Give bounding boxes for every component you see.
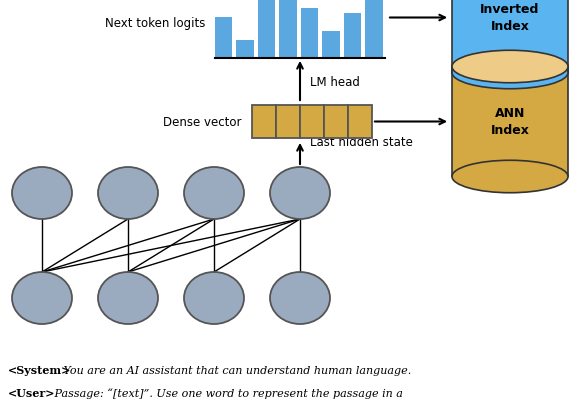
Ellipse shape — [98, 168, 158, 219]
Bar — [300, 106, 324, 139]
Ellipse shape — [98, 272, 158, 324]
Bar — [322, 32, 340, 59]
Ellipse shape — [184, 272, 244, 324]
Ellipse shape — [452, 51, 568, 83]
Bar — [280, 0, 297, 59]
Ellipse shape — [184, 168, 244, 219]
Text: Next token logits: Next token logits — [105, 17, 205, 31]
Bar — [366, 0, 383, 59]
Text: LM head: LM head — [310, 76, 360, 89]
Ellipse shape — [12, 272, 72, 324]
Polygon shape — [452, 0, 568, 74]
Text: Inverted
Index: Inverted Index — [481, 3, 540, 33]
Bar — [215, 19, 233, 59]
Bar — [301, 9, 319, 59]
Ellipse shape — [12, 168, 72, 219]
Bar — [348, 106, 372, 139]
Bar — [276, 106, 300, 139]
Text: Last hidden state: Last hidden state — [310, 136, 413, 149]
Ellipse shape — [270, 168, 330, 219]
Bar — [324, 106, 348, 139]
Ellipse shape — [452, 161, 568, 193]
Polygon shape — [452, 67, 568, 177]
Bar — [252, 106, 276, 139]
Text: You are an AI assistant that can understand human language.: You are an AI assistant that can underst… — [60, 365, 411, 375]
Text: Dense vector: Dense vector — [163, 116, 242, 129]
Bar — [237, 41, 254, 59]
Ellipse shape — [452, 57, 568, 90]
Text: <System>: <System> — [8, 364, 71, 375]
Text: ANN
Index: ANN Index — [490, 107, 529, 137]
Text: Passage: “[text]”. Use one word to represent the passage in a: Passage: “[text]”. Use one word to repre… — [51, 387, 403, 398]
Text: <User>: <User> — [8, 387, 56, 398]
Bar — [258, 0, 275, 59]
Bar — [344, 14, 362, 59]
Ellipse shape — [270, 272, 330, 324]
